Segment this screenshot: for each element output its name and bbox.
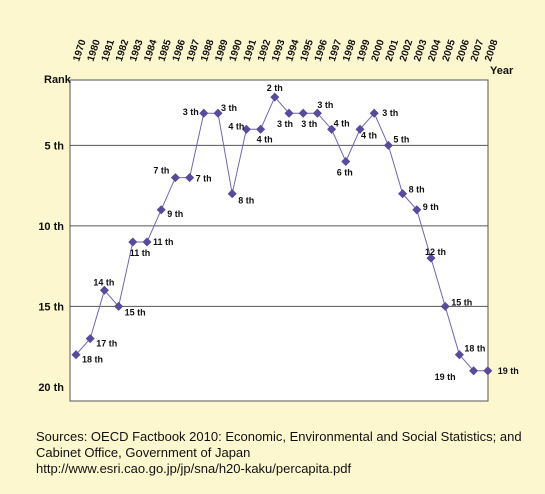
data-label: 3 th (183, 107, 199, 117)
data-label: 4 th (361, 130, 377, 140)
data-point (142, 237, 152, 247)
data-point (241, 124, 251, 134)
data-point (312, 108, 322, 118)
data-label: 15 th (125, 307, 146, 317)
data-point (284, 108, 294, 118)
y-tick-label: 20 th (38, 382, 64, 394)
data-point (341, 156, 351, 167)
data-label: 3 th (277, 119, 293, 129)
y-tick-label: 15 th (38, 301, 64, 313)
y-tick-label: 5 th (44, 140, 64, 152)
data-point (298, 108, 308, 118)
data-label: 19 th (498, 366, 519, 376)
data-label: 8 th (238, 196, 254, 206)
data-point (99, 285, 109, 295)
data-label: 7 th (196, 174, 212, 184)
data-label: 7 th (153, 166, 169, 176)
data-label: 4 th (257, 134, 273, 144)
data-label: 12 th (425, 247, 446, 257)
data-label: 19 th (435, 372, 456, 382)
data-label: 5 th (393, 134, 409, 144)
y-tick-label: 10 th (38, 221, 64, 233)
data-point (114, 301, 124, 311)
source-line-1: Sources: OECD Factbook 2010: Economic, E… (36, 429, 522, 444)
data-point (355, 124, 365, 134)
data-label: 3 th (301, 119, 317, 129)
data-point (128, 237, 138, 247)
source-note: Sources: OECD Factbook 2010: Economic, E… (36, 429, 536, 477)
data-label: 11 th (130, 248, 151, 258)
data-point (383, 140, 393, 150)
data-label: 18 th (464, 344, 485, 354)
data-point (270, 92, 280, 102)
data-point (412, 205, 422, 215)
data-label: 15 th (451, 297, 472, 307)
data-label: 8 th (409, 185, 425, 195)
data-label: 6 th (337, 168, 353, 178)
source-line-2: Cabinet Office, Government of Japan (36, 445, 251, 460)
plot-area (69, 79, 489, 402)
data-label: 9 th (423, 202, 439, 212)
x-axis-label: Year (490, 65, 514, 77)
data-label: 18 th (82, 355, 103, 365)
data-label: 3 th (382, 108, 398, 118)
data-label: 11 th (153, 237, 174, 247)
data-label: 2 th (267, 83, 283, 93)
data-label: 4 th (334, 118, 350, 128)
data-point (227, 189, 237, 199)
data-point (256, 124, 266, 134)
data-point (156, 205, 166, 215)
data-point (327, 124, 337, 134)
data-point (213, 108, 223, 118)
data-label: 17 th (96, 339, 117, 349)
data-label: 3 th (221, 103, 237, 113)
data-label: 14 th (93, 277, 114, 287)
data-label: 3 th (317, 100, 333, 110)
data-label: 4 th (228, 121, 244, 131)
source-line-3[interactable]: http://www.esri.cao.go.jp/jp/sna/h20-kak… (36, 461, 352, 476)
data-point (369, 108, 379, 118)
y-axis-label: Rank (44, 74, 72, 86)
data-label: 9 th (167, 209, 183, 219)
data-point (185, 173, 195, 183)
data-point (199, 108, 209, 118)
